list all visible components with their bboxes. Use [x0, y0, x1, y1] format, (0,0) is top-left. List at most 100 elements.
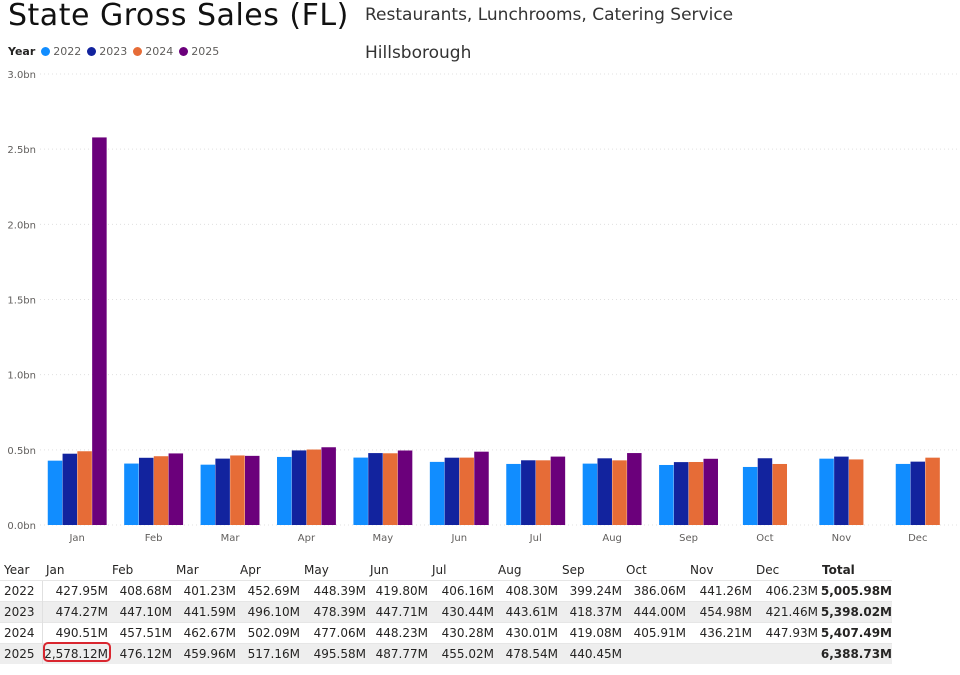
- legend-item-2023[interactable]: 2023: [87, 45, 127, 58]
- header-jun[interactable]: Jun: [370, 563, 389, 577]
- y-tick-label: 2.0bn: [7, 220, 36, 231]
- header-may[interactable]: May: [304, 563, 329, 577]
- legend-dot-2022-icon: [41, 47, 51, 56]
- bar-2022-may[interactable]: [353, 457, 368, 525]
- bar-2022-sep[interactable]: [659, 464, 674, 525]
- legend-item-2025[interactable]: 2025: [179, 45, 219, 58]
- bar-2024-mar[interactable]: [230, 455, 245, 525]
- header-nov[interactable]: Nov: [690, 563, 714, 577]
- bar-2024-jun[interactable]: [459, 457, 474, 525]
- bar-2022-mar[interactable]: [200, 464, 216, 525]
- header-feb[interactable]: Feb: [112, 563, 134, 577]
- header-oct[interactable]: Oct: [626, 563, 647, 577]
- table-cell: 478.39M: [300, 601, 366, 623]
- bar-2024-nov[interactable]: [848, 459, 864, 525]
- cell-value: 441.59M: [183, 605, 236, 619]
- header-mar[interactable]: Mar: [176, 563, 199, 577]
- row-year: 2025: [0, 643, 42, 664]
- table-cell: 447.10M: [108, 601, 172, 623]
- bar-2023-may[interactable]: [368, 453, 383, 525]
- table-cell: 406.23M: [752, 580, 818, 602]
- legend-item-2022[interactable]: 2022: [41, 45, 81, 58]
- bar-2025-jan[interactable]: [92, 137, 107, 525]
- legend-item-2024[interactable]: 2024: [133, 45, 173, 58]
- header-total[interactable]: Total: [822, 563, 855, 577]
- bar-2024-jul[interactable]: [535, 460, 551, 525]
- bar-2023-feb[interactable]: [138, 457, 154, 525]
- x-tick-label: Jul: [529, 533, 542, 544]
- header-jan[interactable]: Jan: [46, 563, 65, 577]
- table-cell: 419.80M: [366, 580, 428, 602]
- bar-2024-jan[interactable]: [77, 451, 92, 525]
- bar-2022-aug[interactable]: [582, 463, 598, 525]
- cell-value: 436.21M: [699, 626, 752, 640]
- bar-2023-nov[interactable]: [834, 456, 849, 525]
- table-cell: 462.67M: [172, 622, 236, 644]
- cell-value: 447.10M: [119, 605, 172, 619]
- bar-2022-nov[interactable]: [819, 458, 834, 525]
- bar-2024-apr[interactable]: [306, 449, 322, 525]
- bar-2022-jun[interactable]: [429, 461, 445, 525]
- bar-2025-jun[interactable]: [474, 451, 489, 525]
- header-aug[interactable]: Aug: [498, 563, 522, 577]
- bar-2022-jan[interactable]: [47, 460, 63, 525]
- cell-value: 487.77M: [375, 647, 428, 661]
- header-sep[interactable]: Sep: [562, 563, 585, 577]
- category-subtitle: Restaurants, Lunchrooms, Catering Servic…: [365, 5, 734, 25]
- bar-2023-jul[interactable]: [521, 460, 536, 525]
- x-tick-label: Feb: [145, 533, 163, 544]
- bar-2023-aug[interactable]: [597, 458, 612, 525]
- cell-value: 386.06M: [633, 584, 686, 598]
- bar-2022-dec[interactable]: [895, 463, 911, 525]
- bar-2023-jan[interactable]: [62, 453, 78, 525]
- bar-2022-apr[interactable]: [277, 456, 292, 525]
- legend-dot-2024-icon: [133, 47, 143, 56]
- bar-2023-oct[interactable]: [757, 458, 773, 525]
- table-cell: 448.23M: [366, 622, 428, 644]
- bar-2024-oct[interactable]: [772, 463, 788, 525]
- bar-2024-may[interactable]: [383, 453, 398, 525]
- bar-2022-jul[interactable]: [506, 463, 521, 525]
- table-cell: 436.21M: [686, 622, 752, 644]
- cell-value: 454.98M: [699, 605, 752, 619]
- bar-2024-dec[interactable]: [925, 457, 940, 525]
- bar-2025-mar[interactable]: [244, 455, 260, 525]
- bar-2022-oct[interactable]: [742, 466, 758, 525]
- table-row: 2022 427.95M 408.68M 401.23M 452.69M 448.39M 4…: [0, 580, 892, 602]
- bar-2023-dec[interactable]: [910, 461, 926, 525]
- bar-2024-feb[interactable]: [153, 456, 169, 525]
- bar-2023-mar[interactable]: [215, 458, 230, 525]
- header-year[interactable]: Year: [4, 563, 30, 577]
- bar-2025-jul[interactable]: [550, 456, 566, 525]
- header-dec[interactable]: Dec: [756, 563, 780, 577]
- bar-2025-apr[interactable]: [321, 447, 336, 525]
- table-cell: 408.68M: [108, 580, 172, 602]
- bar-2025-aug[interactable]: [627, 453, 642, 525]
- header-jul[interactable]: Jul: [432, 563, 447, 577]
- bar-2023-apr[interactable]: [291, 450, 307, 525]
- table-cell: 448.39M: [300, 580, 366, 602]
- cell-value: 490.51M: [55, 626, 108, 640]
- table-cell: 447.93M: [752, 622, 818, 644]
- cell-value: 406.23M: [765, 584, 818, 598]
- cell-value: 427.95M: [55, 584, 108, 598]
- page-title: State Gross Sales (FL): [8, 0, 349, 33]
- bar-2023-jun[interactable]: [444, 457, 460, 525]
- cell-value: 447.71M: [375, 605, 428, 619]
- bar-2025-sep[interactable]: [703, 458, 718, 525]
- header-apr[interactable]: Apr: [240, 563, 261, 577]
- cell-value: 430.01M: [505, 626, 558, 640]
- bar-2025-feb[interactable]: [168, 453, 184, 525]
- y-tick-label: 2.5bn: [7, 145, 36, 156]
- bar-2024-sep[interactable]: [688, 461, 704, 525]
- legend-label-2024: 2024: [145, 45, 174, 58]
- x-tick-label: Jun: [450, 533, 467, 544]
- bar-2025-may[interactable]: [397, 450, 413, 525]
- table-cell: 441.59M: [172, 601, 236, 623]
- x-tick-label: Dec: [908, 533, 927, 544]
- bar-2023-sep[interactable]: [673, 462, 689, 525]
- bar-2024-aug[interactable]: [612, 460, 627, 525]
- x-tick-label: Mar: [221, 533, 241, 544]
- table-cell: 517.16M: [236, 643, 300, 664]
- bar-2022-feb[interactable]: [124, 463, 139, 525]
